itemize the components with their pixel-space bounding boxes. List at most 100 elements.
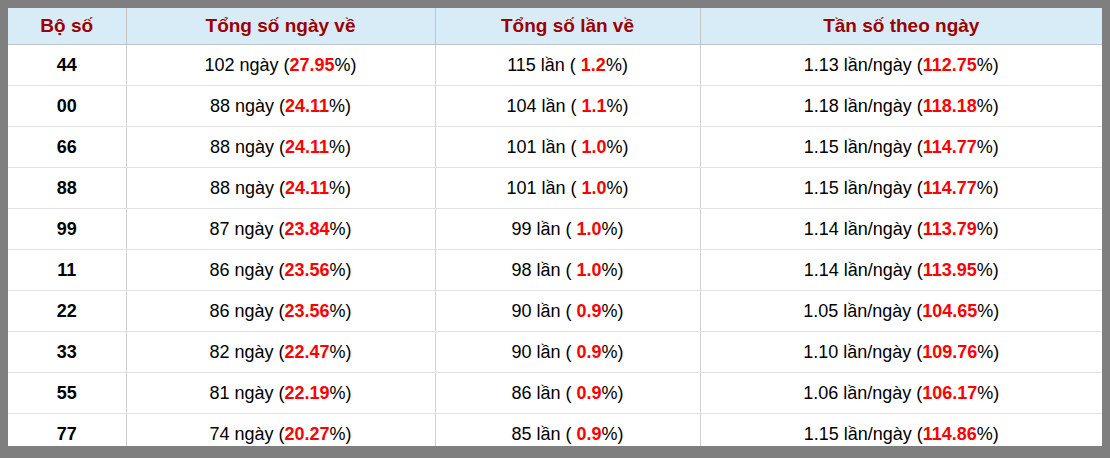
- frequency-text: 1.14 lần/ngày (: [804, 260, 923, 280]
- times-suffix: %): [602, 342, 624, 362]
- frequency-suffix: %): [977, 301, 999, 321]
- days-percent: 22.19: [285, 383, 330, 403]
- days-suffix: %): [335, 55, 357, 75]
- frequency-cell: 1.13 lần/ngày (112.75%): [700, 45, 1102, 86]
- table-row: 77 74 ngày (20.27%) 85 lần ( 0.9%) 1.15 …: [8, 414, 1102, 455]
- frequency-percent: 113.95: [923, 260, 977, 280]
- days-text: 86 ngày (: [209, 260, 284, 280]
- frequency-suffix: %): [977, 424, 999, 444]
- table-row: 99 87 ngày (23.84%) 99 lần ( 1.0%) 1.14 …: [8, 209, 1102, 250]
- frequency-percent: 112.75: [923, 55, 977, 75]
- frequency-suffix: %): [977, 137, 999, 157]
- times-percent: 0.9: [577, 301, 602, 321]
- times-suffix: %): [602, 260, 624, 280]
- days-text: 102 ngày (: [204, 55, 289, 75]
- days-cell: 74 ngày (20.27%): [126, 414, 435, 455]
- days-percent: 27.95: [290, 55, 335, 75]
- days-text: 74 ngày (: [209, 424, 284, 444]
- days-suffix: %): [329, 178, 351, 198]
- frequency-text: 1.15 lần/ngày (: [804, 424, 923, 444]
- col-header-pair: Bộ số: [8, 8, 126, 45]
- times-cell: 101 lần ( 1.0%): [435, 127, 700, 168]
- frequency-percent: 104.65: [922, 301, 977, 321]
- days-suffix: %): [329, 96, 351, 116]
- times-text: 86 lần (: [511, 383, 576, 403]
- frequency-cell: 1.18 lần/ngày (118.18%): [700, 86, 1102, 127]
- times-percent: 1.0: [577, 260, 602, 280]
- days-suffix: %): [330, 383, 352, 403]
- times-suffix: %): [602, 424, 624, 444]
- table-row: 66 88 ngày (24.11%) 101 lần ( 1.0%) 1.15…: [8, 127, 1102, 168]
- times-cell: 104 lần ( 1.1%): [435, 86, 700, 127]
- table-body: 44 102 ngày (27.95%) 115 lần ( 1.2%) 1.1…: [8, 45, 1102, 455]
- pair-number: 00: [8, 86, 126, 127]
- table-header: Bộ số Tổng số ngày về Tổng số lần về Tần…: [8, 8, 1102, 45]
- times-suffix: %): [607, 96, 629, 116]
- pair-number: 66: [8, 127, 126, 168]
- frequency-suffix: %): [977, 96, 999, 116]
- pair-number: 99: [8, 209, 126, 250]
- days-text: 87 ngày (: [209, 219, 284, 239]
- days-cell: 88 ngày (24.11%): [126, 168, 435, 209]
- frequency-percent: 113.79: [923, 219, 977, 239]
- table-row: 55 81 ngày (22.19%) 86 lần ( 0.9%) 1.06 …: [8, 373, 1102, 414]
- times-suffix: %): [602, 219, 624, 239]
- frequency-percent: 114.86: [923, 424, 977, 444]
- frequency-cell: 1.15 lần/ngày (114.77%): [700, 127, 1102, 168]
- frequency-suffix: %): [977, 260, 999, 280]
- frequency-suffix: %): [977, 219, 999, 239]
- days-percent: 20.27: [285, 424, 330, 444]
- frequency-text: 1.15 lần/ngày (: [804, 178, 923, 198]
- times-cell: 115 lần ( 1.2%): [435, 45, 700, 86]
- times-cell: 90 lần ( 0.9%): [435, 291, 700, 332]
- times-suffix: %): [607, 178, 629, 198]
- times-cell: 86 lần ( 0.9%): [435, 373, 700, 414]
- col-header-total-times: Tổng số lần về: [435, 8, 700, 45]
- lottery-stats-table-frame: Bộ số Tổng số ngày về Tổng số lần về Tần…: [0, 0, 1110, 458]
- days-cell: 88 ngày (24.11%): [126, 127, 435, 168]
- days-text: 88 ngày (: [210, 96, 285, 116]
- days-text: 88 ngày (: [210, 137, 285, 157]
- frequency-text: 1.18 lần/ngày (: [804, 96, 923, 116]
- frequency-text: 1.13 lần/ngày (: [804, 55, 923, 75]
- times-text: 98 lần (: [511, 260, 576, 280]
- col-header-total-days: Tổng số ngày về: [126, 8, 435, 45]
- times-percent: 1.0: [577, 219, 602, 239]
- days-suffix: %): [329, 137, 351, 157]
- times-suffix: %): [602, 383, 624, 403]
- times-suffix: %): [607, 137, 629, 157]
- pair-number: 11: [8, 250, 126, 291]
- days-cell: 86 ngày (23.56%): [126, 291, 435, 332]
- frequency-suffix: %): [977, 383, 999, 403]
- table-row: 44 102 ngày (27.95%) 115 lần ( 1.2%) 1.1…: [8, 45, 1102, 86]
- pair-number: 77: [8, 414, 126, 455]
- table-row: 11 86 ngày (23.56%) 98 lần ( 1.0%) 1.14 …: [8, 250, 1102, 291]
- frequency-percent: 114.77: [923, 137, 977, 157]
- frequency-cell: 1.15 lần/ngày (114.86%): [700, 414, 1102, 455]
- times-text: 115 lần (: [507, 55, 581, 75]
- days-suffix: %): [330, 260, 352, 280]
- times-text: 90 lần (: [511, 301, 576, 321]
- days-suffix: %): [330, 301, 352, 321]
- frequency-suffix: %): [977, 342, 999, 362]
- frequency-text: 1.10 lần/ngày (: [803, 342, 922, 362]
- times-cell: 90 lần ( 0.9%): [435, 332, 700, 373]
- col-header-frequency: Tần số theo ngày: [700, 8, 1102, 45]
- times-text: 85 lần (: [511, 424, 576, 444]
- days-percent: 22.47: [285, 342, 330, 362]
- frequency-text: 1.14 lần/ngày (: [804, 219, 923, 239]
- days-percent: 23.84: [285, 219, 330, 239]
- times-percent: 0.9: [577, 342, 602, 362]
- days-cell: 86 ngày (23.56%): [126, 250, 435, 291]
- frequency-text: 1.06 lần/ngày (: [803, 383, 922, 403]
- lottery-stats-table: Bộ số Tổng số ngày về Tổng số lần về Tần…: [8, 8, 1102, 454]
- days-suffix: %): [330, 342, 352, 362]
- frequency-cell: 1.10 lần/ngày (109.76%): [700, 332, 1102, 373]
- days-suffix: %): [330, 219, 352, 239]
- days-percent: 23.56: [285, 260, 330, 280]
- table-row: 22 86 ngày (23.56%) 90 lần ( 0.9%) 1.05 …: [8, 291, 1102, 332]
- frequency-suffix: %): [977, 178, 999, 198]
- pair-number: 44: [8, 45, 126, 86]
- days-cell: 82 ngày (22.47%): [126, 332, 435, 373]
- times-percent: 1.0: [582, 178, 607, 198]
